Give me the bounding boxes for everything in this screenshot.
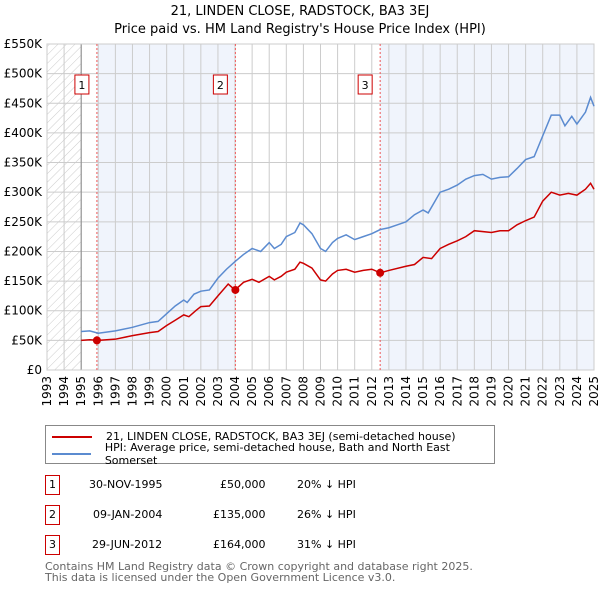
x-tick-label: 2012 xyxy=(365,376,379,407)
x-tick-label: 1999 xyxy=(143,376,157,407)
sale-point xyxy=(376,268,385,277)
sale-date: 29-JUN-2012 xyxy=(92,538,163,551)
x-tick-label: 1993 xyxy=(40,376,54,407)
legend-label: 21, LINDEN CLOSE, RADSTOCK, BA3 3EJ (sem… xyxy=(106,430,456,443)
x-tick-label: 2013 xyxy=(382,376,396,407)
y-tick-label: £100K xyxy=(4,304,44,318)
x-tick-label: 1997 xyxy=(108,376,122,407)
y-tick-label: £250K xyxy=(4,215,44,229)
x-tick-label: 2011 xyxy=(348,376,362,407)
sale-hpi-diff: 31% ↓ HPI xyxy=(297,538,356,551)
sale-marker-badge: 1 xyxy=(45,475,60,495)
sale-marker-badge: 2 xyxy=(45,505,60,525)
x-tick-label: 2009 xyxy=(314,376,328,407)
sale-badge xyxy=(212,74,228,95)
x-tick-label: 2004 xyxy=(228,376,242,407)
ownership-shade xyxy=(380,44,594,370)
x-tick-label: 2025 xyxy=(587,376,600,407)
sale-price: £164,000 xyxy=(213,538,266,551)
sale-price: £135,000 xyxy=(213,508,266,521)
legend-item-property: 21, LINDEN CLOSE, RADSTOCK, BA3 3EJ (sem… xyxy=(46,428,456,445)
y-tick-label: £450K xyxy=(4,96,44,110)
licence-text: This data is licensed under the Open Gov… xyxy=(45,571,396,584)
legend-label: HPI: Average price, semi-detached house,… xyxy=(104,440,450,467)
x-tick-label: 2001 xyxy=(177,376,191,407)
sale-badge-label: 3 xyxy=(362,79,369,92)
footer: Contains HM Land Registry data © Crown c… xyxy=(45,561,473,583)
x-tick-label: 2008 xyxy=(296,376,310,407)
x-tick-label: 2014 xyxy=(399,376,413,407)
x-tick-label: 2002 xyxy=(194,376,208,407)
x-tick-label: 2018 xyxy=(467,376,481,407)
copyright-text: Contains HM Land Registry data © Crown c… xyxy=(45,560,473,573)
y-tick-label: £500K xyxy=(4,67,44,81)
chart-title: 21, LINDEN CLOSE, RADSTOCK, BA3 3EJ Pric… xyxy=(0,3,600,39)
x-tick-label: 2003 xyxy=(211,376,225,407)
sale-hpi-diff: 26% ↓ HPI xyxy=(297,508,356,521)
y-tick-label: £350K xyxy=(4,156,44,170)
x-tick-label: 2022 xyxy=(536,376,550,407)
sale-row: 1 30-NOV-1995 £50,000 20% ↓ HPI xyxy=(45,475,495,495)
sale-badge xyxy=(74,74,90,95)
sale-row: 3 29-JUN-2012 £164,000 31% ↓ HPI xyxy=(45,535,495,555)
x-tick-label: 2005 xyxy=(245,376,259,407)
x-tick-label: 2019 xyxy=(484,376,498,407)
plot-border xyxy=(46,43,595,371)
x-tick-label: 2010 xyxy=(331,376,345,407)
y-tick-label: £300K xyxy=(4,185,44,199)
sale-point xyxy=(92,336,101,345)
legend-swatch xyxy=(52,435,92,438)
x-tick-label: 2006 xyxy=(262,376,276,407)
sale-point xyxy=(231,285,240,294)
series-line xyxy=(81,182,595,342)
sale-price: £50,000 xyxy=(220,478,266,491)
x-tick-label: 2015 xyxy=(416,376,430,407)
sale-badge xyxy=(357,74,373,95)
x-tick-label: 2007 xyxy=(279,376,293,407)
x-tick-label: 2020 xyxy=(502,376,516,407)
price-chart: £0 £50K £100K £150K £200K £250K £300K £350K £400… xyxy=(4,37,600,407)
sale-row: 2 09-JAN-2004 £135,000 26% ↓ HPI xyxy=(45,505,495,525)
x-tick-label: 1995 xyxy=(74,376,88,407)
title: 21, LINDEN CLOSE, RADSTOCK, BA3 3EJ xyxy=(170,4,430,19)
sale-hpi-diff: 20% ↓ HPI xyxy=(297,478,356,491)
subtitle: Price paid vs. HM Land Registry's House … xyxy=(114,22,486,37)
x-tick-label: 2016 xyxy=(433,376,447,407)
y-tick-label: £0 xyxy=(27,363,42,377)
x-tick-label: 1994 xyxy=(57,376,71,407)
sale-date: 09-JAN-2004 xyxy=(93,508,163,521)
ownership-shade xyxy=(96,44,236,370)
y-tick-label: £50K xyxy=(11,333,43,347)
legend: 21, LINDEN CLOSE, RADSTOCK, BA3 3EJ (sem… xyxy=(45,425,495,467)
x-tick-label: 2017 xyxy=(450,376,464,407)
sale-date: 30-NOV-1995 xyxy=(89,478,163,491)
x-tick-label: 1996 xyxy=(91,376,105,407)
sale-badge-label: 1 xyxy=(78,79,85,92)
y-tick-label: £150K xyxy=(4,274,44,288)
x-tick-label: 2000 xyxy=(160,376,174,407)
sale-badge-label: 2 xyxy=(217,79,224,92)
x-tick-label: 1998 xyxy=(125,376,139,407)
x-tick-label: 2023 xyxy=(553,376,567,407)
sale-marker-badge: 3 xyxy=(45,535,60,555)
x-tick-label: 2024 xyxy=(570,376,584,407)
y-tick-label: £400K xyxy=(4,126,44,140)
y-tick-label: £550K xyxy=(4,37,44,51)
x-tick-label: 2021 xyxy=(519,376,533,407)
legend-item-hpi: HPI: Average price, semi-detached house,… xyxy=(46,441,494,467)
series-line xyxy=(81,95,595,335)
y-tick-label: £200K xyxy=(4,244,44,258)
legend-swatch xyxy=(52,452,91,455)
